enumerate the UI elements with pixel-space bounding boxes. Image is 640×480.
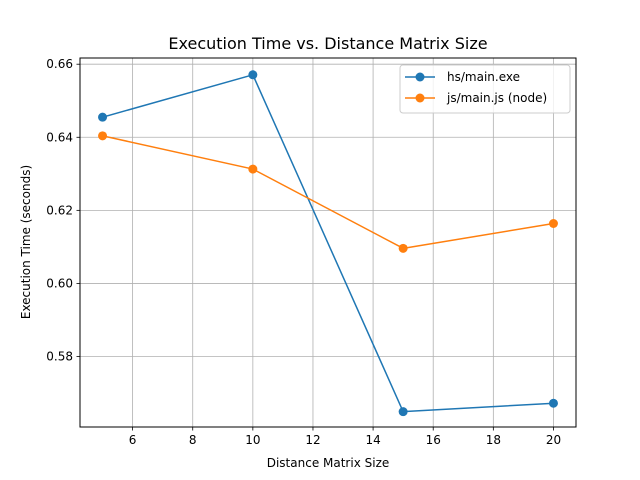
- y-tick-label: 0.58: [46, 349, 73, 363]
- data-point-hs: [548, 398, 558, 408]
- series-layer: [98, 70, 558, 417]
- x-axis-label: Distance Matrix Size: [267, 456, 390, 470]
- y-tick-label: 0.64: [46, 130, 73, 144]
- x-tick-label: 16: [426, 433, 441, 447]
- data-point-js: [248, 164, 258, 174]
- chart-title: Execution Time vs. Distance Matrix Size: [168, 34, 487, 53]
- data-point-hs: [248, 70, 258, 80]
- x-tick-label: 8: [189, 433, 197, 447]
- y-tick-label: 0.60: [46, 276, 73, 290]
- y-axis-label: Execution Time (seconds): [19, 165, 33, 319]
- x-tick-label: 12: [305, 433, 320, 447]
- data-point-hs: [98, 112, 108, 122]
- legend-label-hs: hs/main.exe: [447, 70, 520, 84]
- data-point-hs: [398, 407, 408, 417]
- x-tick-label: 14: [365, 433, 380, 447]
- grid: [80, 58, 576, 427]
- data-point-js: [548, 219, 558, 229]
- y-tick-label: 0.62: [46, 203, 73, 217]
- legend-marker-js: [415, 93, 425, 103]
- x-tick-label: 20: [546, 433, 561, 447]
- plot-area-frame: [79, 57, 577, 428]
- x-tick-label: 6: [129, 433, 137, 447]
- data-point-js: [398, 243, 408, 253]
- axis-ticks: 6 8 10 12 14 16 18 20 0.58 0.60 0.62 0.64 0.66: [46, 57, 561, 447]
- data-point-js: [98, 131, 108, 141]
- legend-marker-hs: [415, 72, 425, 82]
- series-line-js: [101, 134, 555, 250]
- series-line-hs: [101, 74, 555, 413]
- legend-box: [399, 64, 571, 114]
- legend-label-js: js/main.js (node): [446, 91, 547, 105]
- legend: hs/main.exe js/main.js (node): [399, 64, 571, 114]
- y-tick-label: 0.66: [46, 57, 73, 71]
- x-tick-label: 18: [486, 433, 501, 447]
- x-tick-label: 10: [245, 433, 260, 447]
